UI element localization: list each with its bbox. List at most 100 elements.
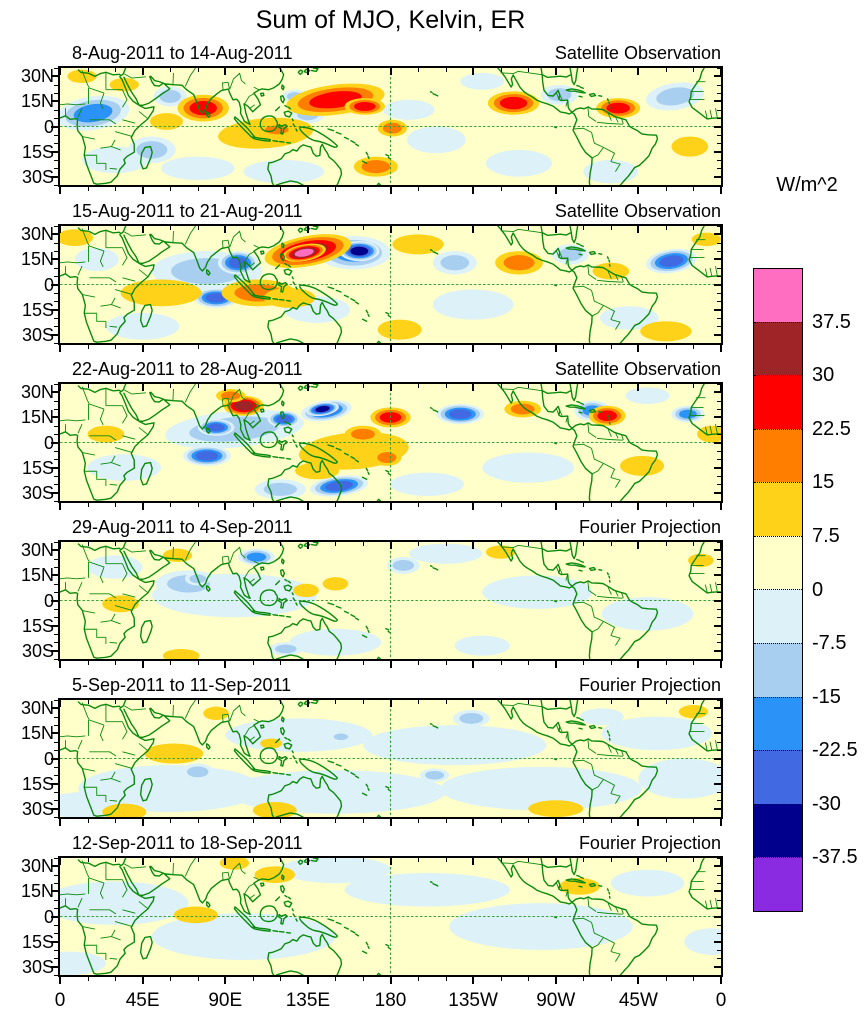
anomaly-blob — [392, 234, 444, 255]
anomaly-blob — [377, 319, 422, 340]
lat-tick-label: 15S — [21, 141, 54, 162]
x-tick-top — [142, 226, 144, 233]
map-canvas-1 — [60, 68, 721, 185]
x-tick-top — [611, 226, 612, 230]
map-canvas-3 — [60, 384, 721, 501]
colorbar-cell — [754, 696, 802, 751]
y-tick-right — [717, 484, 721, 485]
anomaly-blob — [322, 577, 349, 591]
colorbar-tick-label: -15 — [812, 685, 841, 708]
x-tick-bottom — [363, 977, 364, 981]
x-tick-top — [555, 226, 557, 233]
x-tick-bottom — [446, 661, 447, 665]
colorbar-tick-label: 30 — [812, 364, 835, 387]
anomaly-blob — [625, 387, 670, 405]
x-tick-top — [390, 542, 392, 549]
anomaly-blob — [503, 255, 535, 271]
y-tick-left — [54, 750, 58, 751]
x-tick-bottom — [363, 345, 364, 349]
x-tick-top — [224, 68, 226, 75]
anomaly-blob — [149, 113, 184, 130]
x-tick-bottom — [198, 345, 199, 349]
country-borders — [60, 226, 717, 330]
x-tick-top — [501, 542, 502, 546]
y-tick-right — [714, 126, 721, 128]
y-tick-left — [51, 391, 58, 393]
x-tick-top — [59, 226, 61, 233]
x-tick-top — [170, 542, 171, 546]
lat-tick-label: 0 — [43, 274, 54, 295]
x-tick-top — [280, 700, 281, 704]
lon-tick-label: 45W — [618, 990, 658, 1011]
x-tick-top — [59, 858, 61, 865]
x-tick-top — [115, 542, 116, 546]
x-tick-top — [637, 68, 639, 75]
anomaly-blob — [102, 595, 139, 613]
panel-date-label: 12-Sep-2011 to 18-Sep-2011 — [72, 833, 303, 853]
colorbar-tick-label: -37.5 — [812, 846, 858, 869]
x-tick-bottom — [693, 819, 694, 823]
x-tick-bottom — [418, 661, 419, 665]
x-tick-bottom — [280, 819, 281, 823]
colorbar-tick-label: 37.5 — [812, 310, 851, 333]
x-tick-top — [418, 700, 419, 704]
x-tick-bottom — [115, 819, 116, 823]
x-tick-bottom — [253, 977, 254, 981]
anomaly-blob — [425, 770, 445, 780]
y-tick-right — [717, 293, 721, 294]
anomaly-blob — [601, 716, 712, 751]
y-tick-right — [717, 384, 721, 385]
y-tick-right — [714, 574, 721, 576]
y-tick-left — [54, 401, 58, 402]
y-tick-left — [54, 950, 58, 951]
y-tick-left — [54, 326, 58, 327]
anomaly-blob — [510, 403, 535, 415]
anomaly-blob — [440, 255, 470, 271]
x-tick-bottom — [335, 503, 336, 507]
anomaly-blob — [350, 246, 369, 256]
x-tick-bottom — [142, 661, 144, 668]
x-tick-top — [583, 858, 584, 862]
y-tick-right — [717, 975, 721, 976]
y-tick-left — [54, 634, 58, 635]
map-canvas-5 — [60, 700, 721, 817]
anomaly-blob — [679, 409, 697, 419]
y-tick-left — [51, 783, 58, 785]
y-tick-left — [54, 118, 58, 119]
x-tick-bottom — [501, 345, 502, 349]
lon-tick-label: 0 — [54, 990, 66, 1011]
y-tick-left — [51, 258, 58, 260]
x-tick-bottom — [528, 345, 529, 349]
y-tick-left — [54, 226, 58, 227]
y-tick-left — [51, 416, 58, 418]
x-tick-top — [224, 858, 226, 865]
y-tick-left — [54, 725, 58, 726]
x-tick-bottom — [528, 977, 529, 981]
y-tick-right — [717, 68, 721, 69]
x-tick-bottom — [666, 503, 667, 507]
y-tick-left — [54, 301, 58, 302]
y-tick-left — [54, 343, 58, 344]
x-tick-bottom — [253, 187, 254, 191]
anomaly-blob — [276, 415, 292, 424]
y-tick-left — [54, 717, 58, 718]
y-tick-left — [51, 75, 58, 77]
x-tick-bottom — [224, 819, 226, 826]
panel-date-label: 15-Aug-2011 to 21-Aug-2011 — [72, 201, 303, 221]
country-borders — [60, 384, 717, 488]
y-tick-right — [714, 100, 721, 102]
y-tick-left — [54, 542, 58, 543]
lat-tick-label: 30N — [20, 382, 54, 403]
anomaly-blob — [243, 159, 325, 184]
x-tick-top — [611, 542, 612, 546]
y-tick-left — [51, 941, 58, 943]
x-tick-bottom — [611, 503, 612, 507]
x-tick-bottom — [583, 977, 584, 981]
y-tick-left — [51, 574, 58, 576]
y-tick-right — [717, 318, 721, 319]
y-tick-right — [717, 792, 721, 793]
y-tick-left — [54, 775, 58, 776]
x-tick-top — [720, 700, 722, 707]
x-tick-top — [418, 542, 419, 546]
x-tick-bottom — [224, 345, 226, 352]
